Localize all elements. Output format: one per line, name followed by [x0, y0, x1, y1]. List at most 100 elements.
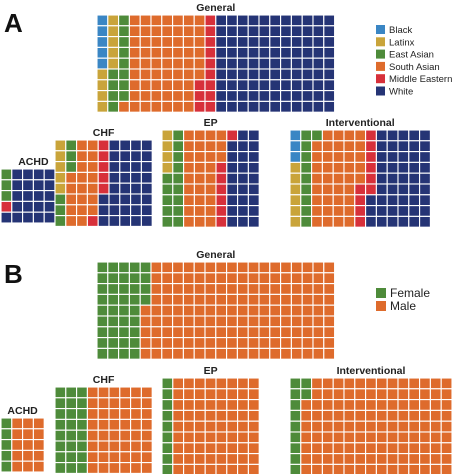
waffle-cell — [193, 293, 206, 306]
waffle-cell — [183, 194, 195, 207]
waffle-cell — [193, 326, 206, 339]
waffle-cell — [183, 442, 195, 455]
chart-title-ep: EP — [204, 117, 218, 129]
waffle-cell — [54, 429, 67, 442]
waffle-cell — [237, 453, 249, 465]
waffle-cell — [397, 172, 410, 185]
waffle-cell — [397, 377, 410, 390]
waffle-cell — [54, 451, 67, 464]
waffle-cell — [140, 408, 153, 420]
waffle-cell — [172, 46, 184, 59]
waffle-cell — [204, 283, 217, 295]
waffle-cell — [312, 68, 325, 81]
waffle-cell — [11, 168, 24, 181]
waffle-cell — [237, 215, 249, 228]
waffle-cell — [321, 377, 334, 390]
waffle-cell — [182, 337, 195, 349]
waffle-cell — [321, 205, 334, 217]
waffle-cell — [226, 205, 239, 217]
waffle-cell — [236, 46, 249, 59]
waffle-cell — [301, 14, 314, 27]
waffle-cell — [419, 409, 431, 422]
waffle-cell — [354, 377, 367, 390]
waffle-cell — [183, 140, 195, 153]
waffle-cell — [332, 399, 345, 411]
waffle-cell — [365, 463, 377, 474]
waffle-cell — [408, 377, 421, 390]
waffle-cell — [375, 151, 388, 163]
waffle-cell — [237, 431, 249, 444]
waffle-cell — [65, 418, 78, 431]
waffle-cell — [172, 463, 185, 474]
waffle-cell — [321, 215, 334, 228]
waffle-cell — [161, 172, 174, 185]
waffle-cell — [408, 129, 421, 142]
waffle-cell — [107, 337, 120, 349]
waffle-cell — [289, 129, 302, 142]
waffle-cell — [97, 182, 110, 195]
waffle-cell — [247, 205, 260, 217]
waffle-cell — [375, 205, 388, 217]
waffle-cell — [386, 409, 399, 422]
waffle-cell — [375, 215, 388, 228]
waffle-cell — [226, 272, 238, 285]
waffle-cell — [408, 442, 421, 455]
waffle-cell — [311, 172, 323, 185]
waffle-cell — [11, 200, 24, 213]
waffle-cell — [161, 388, 174, 401]
waffle-cell — [280, 46, 292, 59]
waffle-cell — [343, 161, 356, 174]
waffle-cell — [65, 429, 78, 442]
waffle-cell — [258, 304, 271, 317]
waffle-cell — [375, 377, 388, 390]
waffle-cell — [301, 79, 314, 92]
waffle-cell — [193, 172, 206, 185]
waffle-cell — [161, 283, 174, 295]
waffle-cell — [343, 388, 356, 401]
waffle-cell — [150, 57, 163, 70]
waffle-cell — [290, 68, 303, 81]
waffle-cell — [119, 171, 132, 184]
waffle-cell — [96, 68, 109, 81]
waffle-cell — [269, 57, 282, 70]
waffle-cell — [365, 388, 377, 401]
waffle-cell — [354, 399, 367, 411]
waffle-cell — [215, 194, 228, 207]
waffle-cell — [429, 409, 442, 422]
waffle-cell — [128, 283, 141, 295]
waffle-cell — [311, 140, 323, 153]
waffle-cell — [343, 463, 356, 474]
waffle-cell — [440, 420, 453, 433]
waffle-cell — [440, 388, 453, 401]
waffle-cell — [247, 442, 260, 455]
waffle-cell — [429, 453, 442, 465]
waffle-cell — [397, 399, 410, 411]
waffle-cell — [130, 440, 142, 453]
waffle-cell — [343, 194, 356, 207]
waffle-cell — [440, 453, 453, 465]
waffle-cell — [419, 442, 431, 455]
waffle-cell — [107, 14, 120, 27]
waffle-cell — [118, 14, 130, 27]
waffle-cell — [226, 420, 239, 433]
waffle-cell — [226, 463, 239, 474]
waffle-cell — [96, 337, 109, 349]
waffle-cell — [118, 68, 130, 81]
waffle-cell — [419, 215, 431, 228]
waffle-cell — [419, 172, 431, 185]
waffle-cell — [150, 36, 163, 48]
waffle-cell — [128, 304, 141, 317]
waffle-cell — [65, 408, 78, 420]
waffle-cell — [226, 453, 239, 465]
chart-title-achd: ACHD — [18, 156, 49, 168]
waffle-cell — [269, 261, 282, 274]
legend-label-middle-eastern: Middle Eastern — [389, 74, 452, 85]
waffle-cell — [311, 420, 323, 433]
waffle-cell — [204, 129, 217, 142]
waffle-cell — [43, 190, 56, 202]
waffle-cell — [130, 386, 142, 399]
waffle-cell — [354, 388, 367, 401]
waffle-cell — [408, 431, 421, 444]
waffle-cell — [204, 261, 217, 274]
waffle-cell — [312, 326, 325, 339]
